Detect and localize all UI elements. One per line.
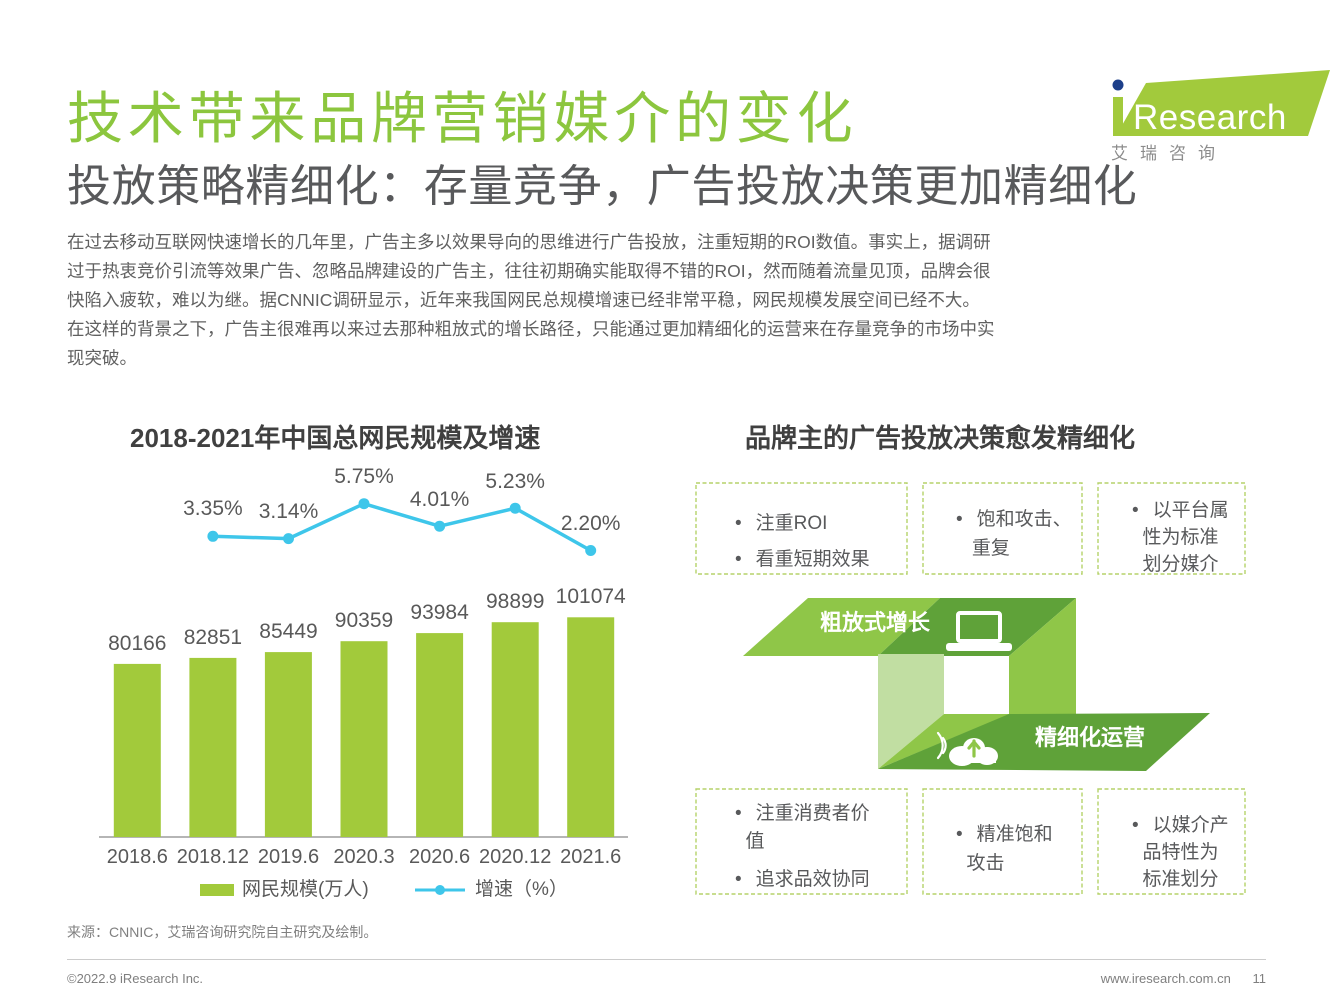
svg-text:粗放式增长: 粗放式增长 <box>820 610 931 635</box>
svg-text:精细化运营: 精细化运营 <box>1035 725 1145 750</box>
